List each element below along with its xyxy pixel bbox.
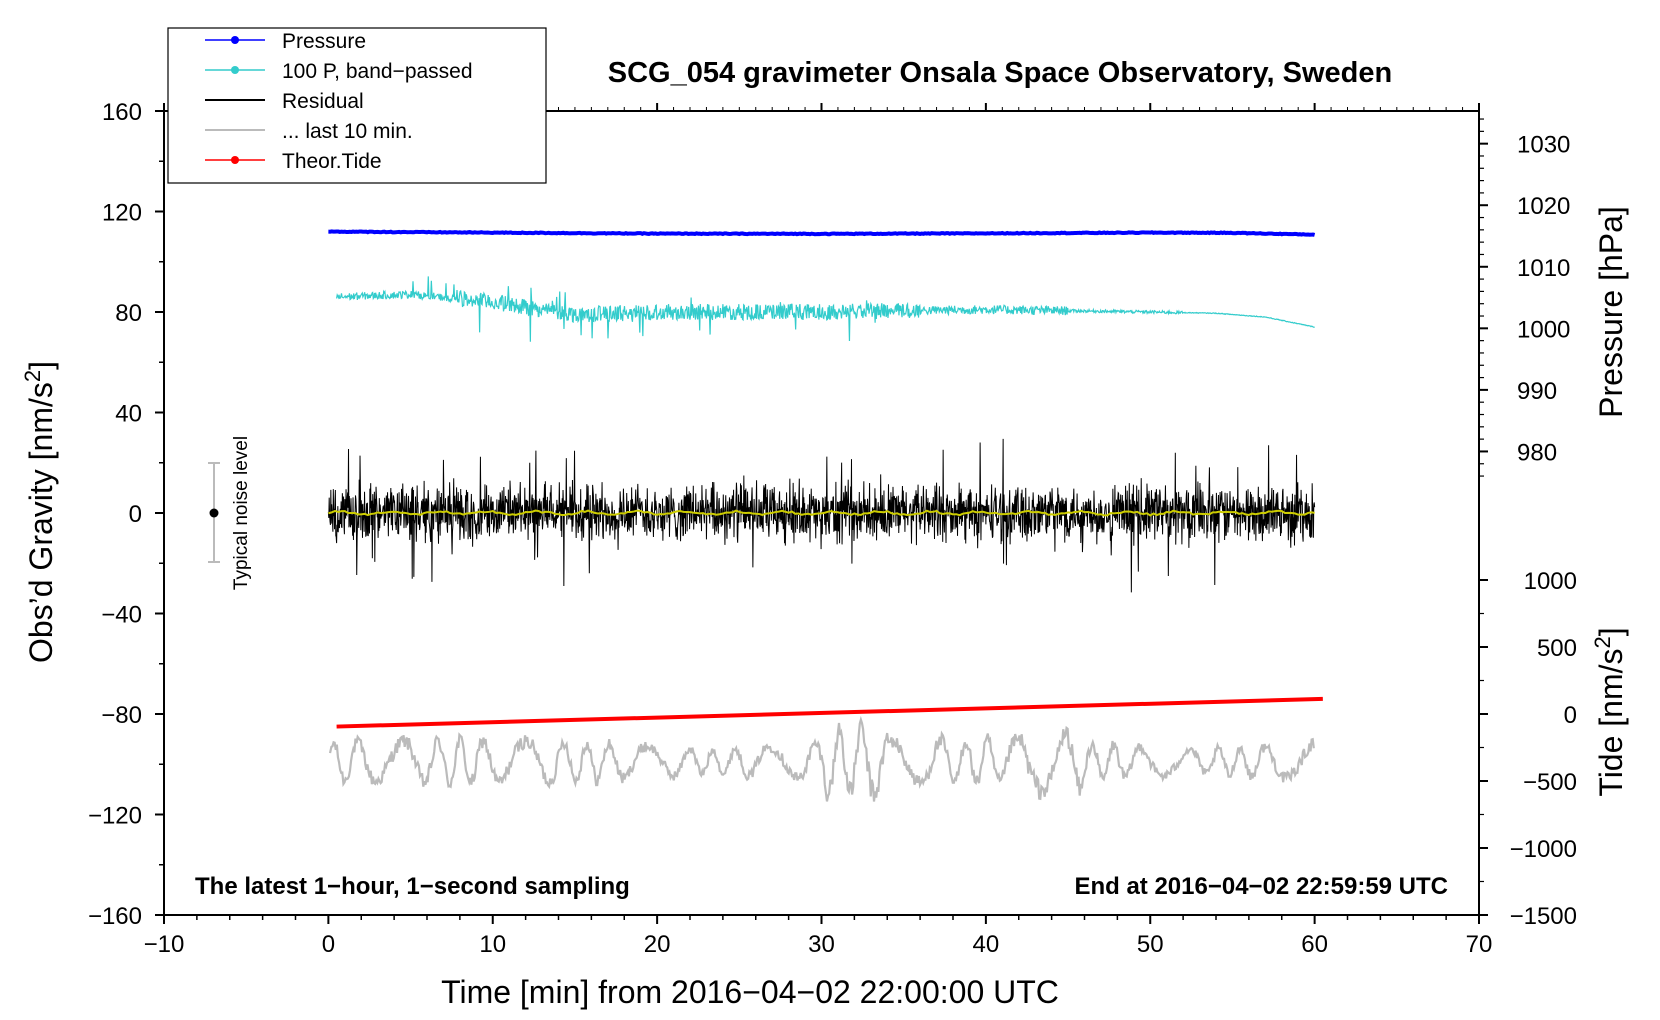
annotation-end-time: End at 2016−04−02 22:59:59 UTC [1074, 873, 1448, 900]
y-tick-label: −160 [88, 903, 142, 930]
legend-box [167, 27, 547, 184]
y-left-title-close: ] [23, 361, 59, 370]
legend-label-pressure: Pressure [282, 30, 366, 53]
legend: Pressure 100 P, band−passed Residual ...… [167, 27, 547, 184]
tide-tick-label: −500 [1523, 769, 1577, 796]
tide-tick-label: −1500 [1510, 903, 1577, 930]
tide-tick-label: −1000 [1510, 836, 1577, 863]
legend-entry-pressure: Pressure [205, 30, 366, 53]
chart-title: SCG_054 gravimeter Onsala Space Observat… [608, 57, 1392, 89]
y-tick-label: −120 [88, 803, 142, 830]
legend-marker-tide [231, 156, 239, 164]
noise-level-label: Typical noise level [231, 436, 252, 590]
y-tick-label: 120 [102, 200, 142, 227]
legend-entry-bandpassed: 100 P, band−passed [205, 60, 473, 83]
y-left-title-sup: 2 [20, 370, 45, 382]
series-residual-smoothed [328, 509, 1315, 517]
y-right-tide-title-base: Tide [nm/s [1593, 648, 1629, 796]
pressure-tick-label: 980 [1517, 439, 1557, 466]
pressure-tick-label: 1020 [1517, 193, 1570, 220]
annotation-sampling: The latest 1−hour, 1−second sampling [195, 873, 630, 900]
x-tick-label: 70 [1466, 931, 1493, 958]
legend-label-residual: Residual [282, 90, 364, 113]
x-tick-label: 50 [1137, 931, 1164, 958]
legend-label-last10: ... last 10 min. [282, 120, 413, 143]
tide-tick-label: 1000 [1524, 568, 1577, 595]
noise-level-marker: Typical noise level [208, 436, 252, 590]
pressure-tick-label: 1010 [1517, 255, 1570, 282]
x-tick-label: 60 [1301, 931, 1328, 958]
y-tick-label: 160 [102, 99, 142, 126]
legend-label-tide: Theor.Tide [282, 150, 382, 173]
x-axis-title: Time [min] from 2016−04−02 22:00:00 UTC [441, 974, 1059, 1010]
legend-entry-residual: Residual [205, 90, 364, 113]
pressure-tick-label: 1000 [1517, 316, 1570, 343]
y-axis-left-ticks: −160 −120 −80 −40 0 40 80 120 160 [88, 99, 164, 930]
x-tick-label: 40 [973, 931, 1000, 958]
pressure-tick-label: 1030 [1517, 132, 1570, 159]
x-tick-label: 10 [479, 931, 506, 958]
legend-entry-last10: ... last 10 min. [205, 120, 413, 143]
noise-bar-center-dot [209, 508, 219, 518]
x-tick-label: 30 [808, 931, 835, 958]
y-tick-label: −80 [101, 702, 142, 729]
y-tick-label: −40 [101, 602, 142, 629]
series-last-10-min [328, 715, 1315, 802]
y-tick-label: 0 [129, 501, 142, 528]
series-theor-tide [336, 696, 1323, 729]
x-axis-ticks: −10 0 10 20 30 40 50 60 70 [144, 103, 1493, 958]
y-tick-label: 40 [115, 401, 142, 428]
legend-marker-pressure [231, 36, 239, 44]
legend-label-bandpassed: 100 P, band−passed [282, 60, 473, 83]
series-bandpassed-pressure [336, 276, 1315, 342]
x-tick-label: 20 [644, 931, 671, 958]
x-tick-label: 0 [322, 931, 335, 958]
y-right-tide-title-sup: 2 [1590, 636, 1615, 648]
pressure-tick-label: 990 [1517, 378, 1557, 405]
y-axis-left-title: Obs’d Gravity [nm/s2] [20, 361, 59, 663]
y-axis-right-pressure-title: Pressure [hPa] [1593, 206, 1629, 418]
y-tick-label: 80 [115, 300, 142, 327]
tide-tick-label: 500 [1537, 635, 1577, 662]
y-axis-right-tide-ticks: −1500 −1000 −500 0 500 1000 [1479, 568, 1577, 930]
y-axis-right-pressure-ticks: 980 990 1000 1010 1020 1030 [1479, 118, 1570, 477]
tide-tick-label: 0 [1564, 702, 1577, 729]
y-axis-right-tide-title: Tide [nm/s2] [1590, 627, 1629, 796]
y-right-tide-title-close: ] [1593, 627, 1629, 636]
legend-entry-tide: Theor.Tide [205, 150, 382, 173]
series-pressure [328, 229, 1316, 237]
x-tick-label: −10 [144, 931, 185, 958]
legend-marker-bandpassed [231, 66, 239, 74]
series-lines [327, 229, 1323, 802]
y-left-title-base: Obs’d Gravity [nm/s [23, 382, 59, 663]
